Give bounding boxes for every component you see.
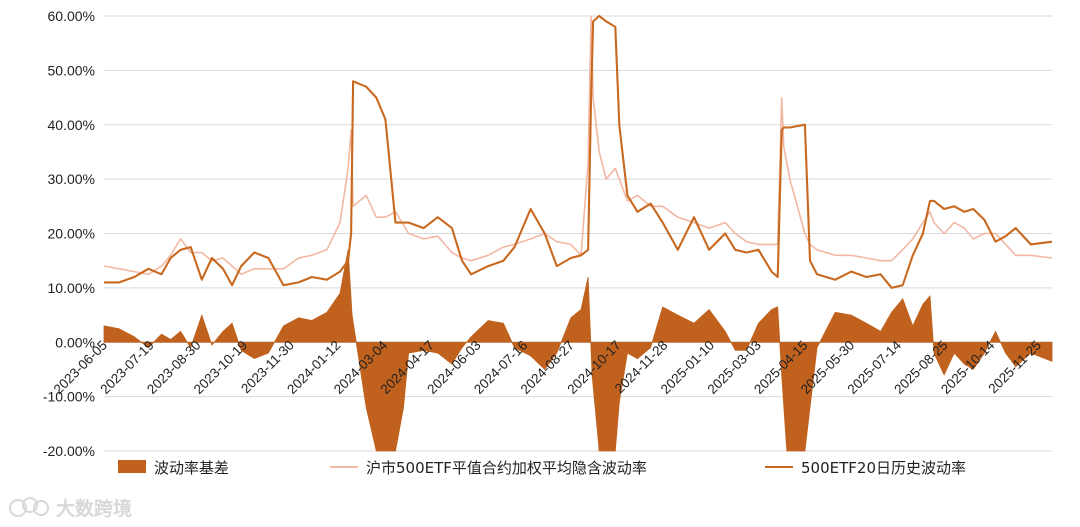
brand-logo-icon: [9, 497, 49, 517]
legend: 波动率基差 沪市500ETF平值合约加权平均隐含波动率 500ETF20日历史波动率: [118, 459, 966, 477]
series-line-1: [103, 15, 1053, 276]
y-axis-ticks: -20.00% -10.00% 0.00% 10.00% 20.00% 30.00% 40.…: [43, 8, 95, 459]
y-tick-label: 50.00%: [48, 62, 95, 78]
volatility-basis-area: [103, 249, 1053, 452]
y-tick-label: -10.00%: [43, 389, 95, 405]
y-tick-label: 0.00%: [55, 334, 95, 350]
y-tick-label: 30.00%: [48, 171, 95, 187]
series-lines: [103, 14, 1053, 289]
series-area-basis: [103, 249, 1053, 452]
legend-label: 500ETF20日历史波动率: [801, 459, 966, 477]
y-tick-label: 40.00%: [48, 117, 95, 133]
series-line-2: [104, 14, 1053, 289]
legend-item-3: 500ETF20日历史波动率: [765, 459, 966, 477]
legend-label: 波动率基差: [154, 459, 229, 477]
y-tick-label: 60.00%: [48, 8, 95, 24]
legend-item-2: 沪市500ETF平值合约加权平均隐含波动率: [330, 459, 647, 477]
legend-label: 沪市500ETF平值合约加权平均隐含波动率: [366, 459, 647, 477]
y-tick-label: 10.00%: [48, 280, 95, 296]
y-tick-label: -20.00%: [43, 443, 95, 459]
watermark-text: 大数跨境: [56, 497, 132, 520]
legend-item-1: 波动率基差: [118, 459, 229, 477]
watermark: 大数跨境: [9, 497, 132, 520]
legend-swatch: [118, 460, 146, 473]
y-tick-label: 20.00%: [48, 226, 95, 242]
